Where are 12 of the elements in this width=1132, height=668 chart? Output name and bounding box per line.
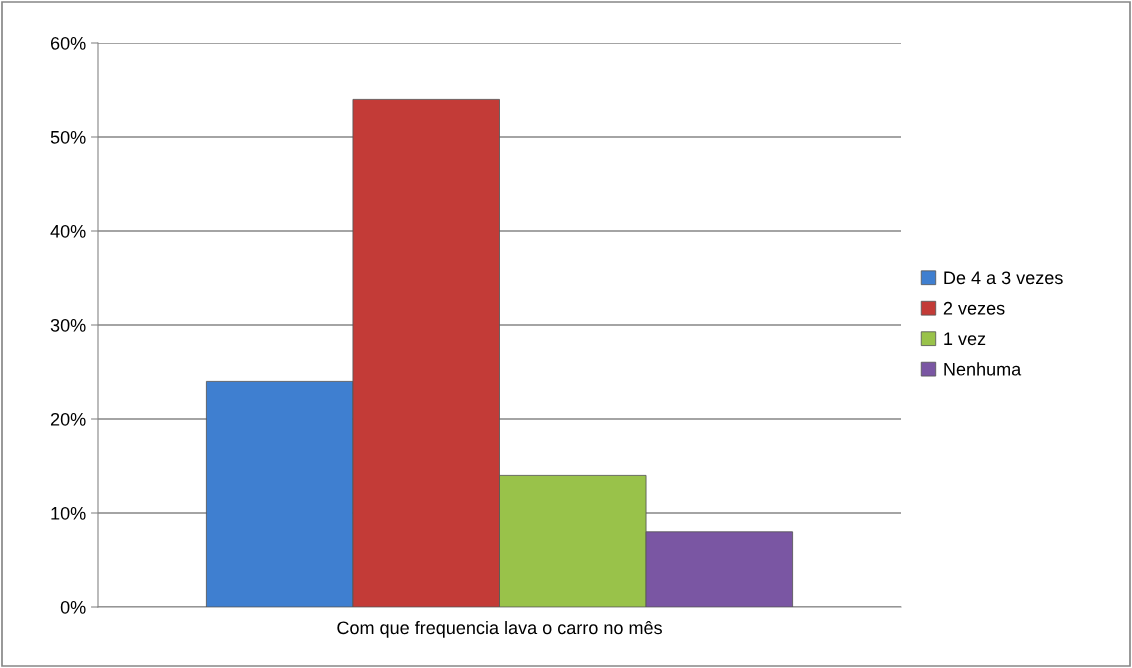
- x-tick-label: Com que frequencia lava o carro no mês: [337, 620, 662, 638]
- y-tick-label: 30%: [50, 318, 86, 332]
- y-tick-label: 0%: [60, 600, 86, 614]
- y-tick-label: 20%: [50, 412, 86, 426]
- y-tick-label: 40%: [50, 224, 86, 238]
- legend-label: Nenhuma: [944, 362, 1022, 376]
- y-tick-label: 60%: [50, 36, 86, 50]
- y-tick-label: 10%: [51, 506, 86, 520]
- legend-label: De 4 a 3 vezes: [944, 271, 1063, 285]
- y-tick-label: 50%: [50, 130, 86, 144]
- legend-label: 2 vezes: [943, 301, 1005, 315]
- legend-label: 1 vez: [944, 332, 986, 346]
